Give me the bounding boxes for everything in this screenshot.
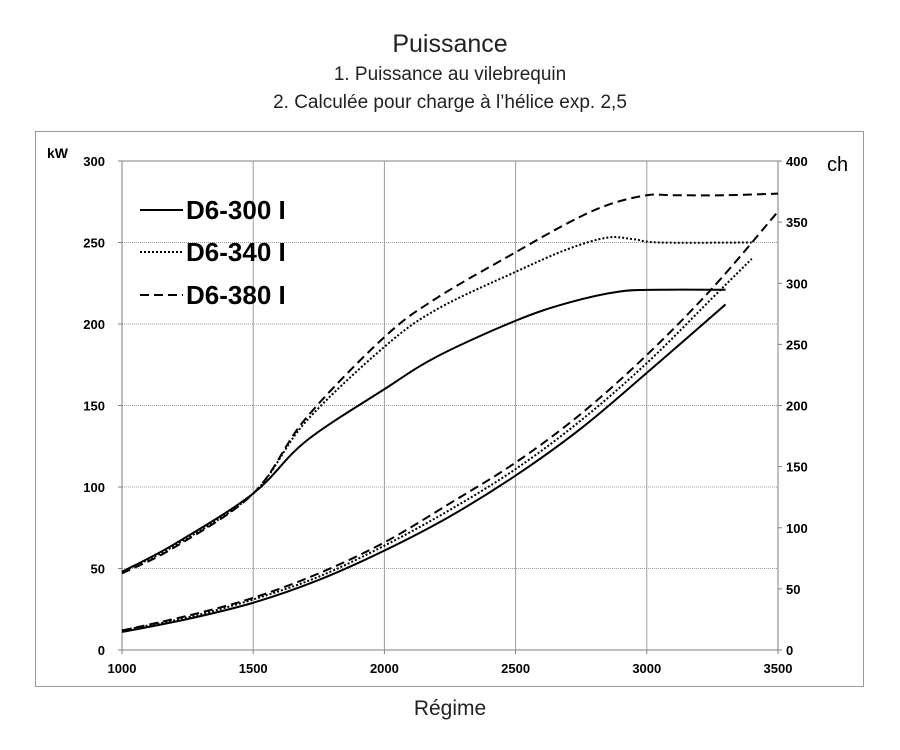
y-right-tick-label: 400 <box>786 154 808 169</box>
series-line-1-crankshaft <box>121 288 726 573</box>
chart-subtitle-1: 1. Puissance au vilebrequin <box>333 64 567 85</box>
y-left-tick-label: 250 <box>83 236 105 251</box>
y-axis-right-label: ch <box>827 154 848 176</box>
x-tick-label: 1000 <box>108 661 137 676</box>
y-right-tick-label: 300 <box>786 276 808 291</box>
y-right-tick-label: 250 <box>786 337 808 352</box>
series <box>121 192 779 634</box>
plot-area-frame <box>35 131 864 687</box>
x-tick-label: 3500 <box>764 661 793 676</box>
x-tick-label: 1500 <box>239 661 268 676</box>
y-axis-left-label: kW <box>47 145 69 161</box>
series-line-2-propeller <box>121 258 753 632</box>
x-axis-label: Régime <box>413 697 487 720</box>
series-line-3-crankshaft <box>121 192 779 575</box>
legend: D6-300 I D6-340 I D6-380 I <box>140 195 286 310</box>
y-right-tick-label: 100 <box>786 521 808 536</box>
x-tick-label: 2500 <box>501 661 530 676</box>
x-tick-label: 3000 <box>632 661 661 676</box>
y-left-tick-label: 0 <box>98 643 105 658</box>
y-right-tick-label: 350 <box>786 215 808 230</box>
y-left-tick-label: 300 <box>83 154 105 169</box>
y-left-tick-label: 150 <box>83 399 105 414</box>
grid <box>122 161 778 650</box>
ticks: 1000 1500 2000 2500 3000 35000501001502002503… <box>83 154 807 676</box>
series-line-3-propeller <box>121 210 779 632</box>
series-line-2-crankshaft <box>121 236 752 573</box>
chart-subtitle-2: 2. Calculée pour charge à l’hélice exp. … <box>273 92 627 113</box>
y-left-tick-label: 50 <box>91 562 105 577</box>
y-right-tick-label: 200 <box>786 399 808 414</box>
y-right-tick-label: 150 <box>786 460 808 475</box>
y-left-tick-label: 200 <box>83 317 105 332</box>
y-right-tick-label: 0 <box>786 643 793 658</box>
chart-title: Puissance <box>392 30 508 58</box>
legend-label: D6-340 I <box>186 237 286 267</box>
y-right-tick-label: 50 <box>786 582 800 597</box>
y-left-tick-label: 100 <box>83 480 105 495</box>
series-line-1-propeller <box>121 303 727 634</box>
legend-label: D6-380 I <box>186 280 286 310</box>
legend-label: D6-300 I <box>186 195 286 225</box>
x-tick-label: 2000 <box>370 661 399 676</box>
